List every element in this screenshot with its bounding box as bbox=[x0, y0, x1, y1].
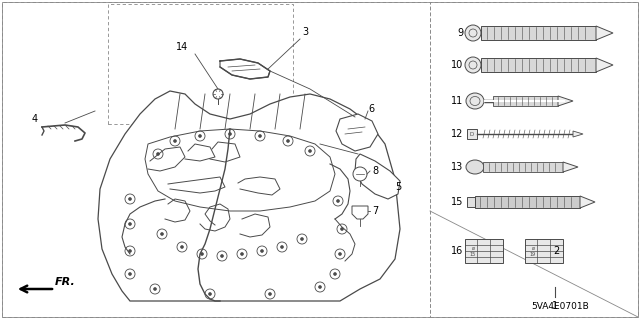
Circle shape bbox=[161, 233, 163, 235]
Bar bbox=[467, 197, 475, 207]
Circle shape bbox=[154, 287, 157, 291]
Text: 19: 19 bbox=[530, 251, 536, 256]
Text: 2: 2 bbox=[553, 246, 559, 256]
Polygon shape bbox=[558, 96, 573, 106]
Polygon shape bbox=[563, 162, 578, 172]
Circle shape bbox=[319, 286, 321, 288]
Text: 6: 6 bbox=[368, 104, 374, 114]
Bar bbox=[430, 2, 638, 317]
Circle shape bbox=[337, 199, 339, 203]
Text: 14: 14 bbox=[176, 42, 188, 52]
Polygon shape bbox=[580, 196, 595, 208]
Circle shape bbox=[241, 253, 243, 256]
Polygon shape bbox=[336, 114, 378, 151]
Circle shape bbox=[228, 132, 232, 136]
Bar bbox=[467, 129, 477, 139]
Circle shape bbox=[333, 272, 337, 276]
Bar bbox=[525, 239, 563, 263]
Polygon shape bbox=[573, 131, 583, 137]
Circle shape bbox=[129, 249, 131, 253]
Polygon shape bbox=[220, 59, 270, 79]
Circle shape bbox=[157, 152, 159, 155]
Bar bbox=[493, 96, 558, 106]
Circle shape bbox=[209, 293, 211, 295]
Circle shape bbox=[465, 25, 481, 41]
Ellipse shape bbox=[466, 93, 484, 109]
Polygon shape bbox=[596, 58, 613, 72]
Circle shape bbox=[260, 249, 264, 253]
Text: 10: 10 bbox=[451, 60, 463, 70]
Polygon shape bbox=[352, 206, 368, 219]
Text: 11: 11 bbox=[451, 96, 463, 106]
Text: 16: 16 bbox=[451, 246, 463, 256]
Bar bbox=[465, 239, 503, 263]
Circle shape bbox=[465, 57, 481, 73]
Circle shape bbox=[280, 246, 284, 249]
Polygon shape bbox=[98, 91, 400, 301]
Text: 3: 3 bbox=[302, 27, 308, 37]
Ellipse shape bbox=[466, 160, 484, 174]
Circle shape bbox=[200, 253, 204, 256]
Circle shape bbox=[129, 222, 131, 226]
Bar bbox=[475, 196, 580, 208]
Circle shape bbox=[173, 139, 177, 143]
Text: FR.: FR. bbox=[55, 277, 76, 287]
Text: 5: 5 bbox=[395, 182, 401, 192]
Circle shape bbox=[339, 253, 342, 256]
Text: ø: ø bbox=[472, 246, 474, 250]
Bar bbox=[483, 162, 563, 172]
Text: 12: 12 bbox=[451, 129, 463, 139]
Circle shape bbox=[259, 135, 262, 137]
Circle shape bbox=[180, 246, 184, 249]
Text: ø: ø bbox=[531, 246, 534, 250]
Text: D: D bbox=[470, 131, 474, 137]
Polygon shape bbox=[596, 26, 613, 40]
Text: 8: 8 bbox=[372, 166, 378, 176]
Text: 7: 7 bbox=[372, 206, 378, 216]
Circle shape bbox=[221, 255, 223, 257]
Circle shape bbox=[129, 272, 131, 276]
Text: 1: 1 bbox=[552, 301, 558, 311]
Bar bbox=[481, 26, 596, 40]
Text: 15: 15 bbox=[470, 251, 476, 256]
Polygon shape bbox=[145, 129, 335, 211]
Circle shape bbox=[353, 167, 367, 181]
Circle shape bbox=[308, 150, 312, 152]
Polygon shape bbox=[355, 154, 400, 199]
Circle shape bbox=[198, 135, 202, 137]
Circle shape bbox=[301, 238, 303, 241]
Text: 9: 9 bbox=[457, 28, 463, 38]
Bar bbox=[481, 58, 596, 72]
Text: 4: 4 bbox=[32, 114, 38, 124]
Circle shape bbox=[287, 139, 289, 143]
Text: 5VA4E0701B: 5VA4E0701B bbox=[531, 302, 589, 311]
Circle shape bbox=[269, 293, 271, 295]
Text: 13: 13 bbox=[451, 162, 463, 172]
Bar bbox=[2, 2, 430, 317]
Circle shape bbox=[213, 89, 223, 99]
Circle shape bbox=[129, 197, 131, 201]
Bar bbox=[108, 4, 293, 124]
Text: 15: 15 bbox=[451, 197, 463, 207]
Circle shape bbox=[340, 227, 344, 231]
